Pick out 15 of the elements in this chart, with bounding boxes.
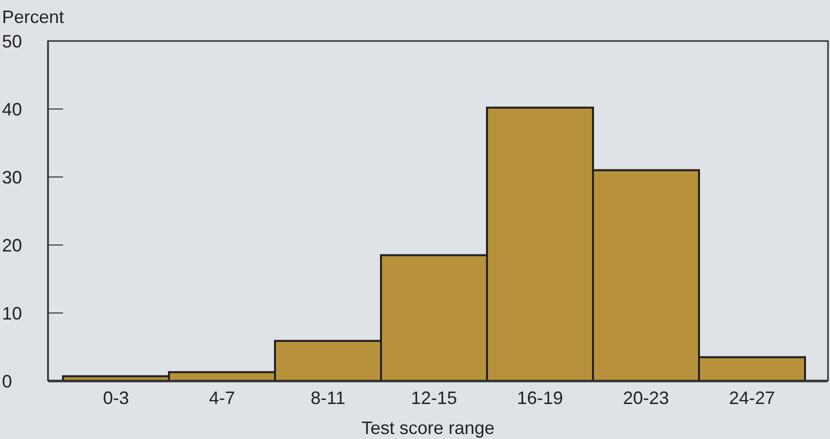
y-tick-label: 40: [2, 99, 22, 120]
x-tick-label: 12-15: [410, 388, 458, 408]
y-tick-label: 30: [2, 167, 22, 188]
x-tick-label: 8-11: [310, 388, 346, 408]
x-tick-label: 20-23: [622, 388, 670, 408]
x-axis-title: Test score range: [361, 418, 495, 438]
y-tick-label: 50: [2, 31, 22, 52]
x-tick-label: 16-19: [516, 388, 564, 408]
x-tick-label: 24-27: [728, 388, 776, 408]
y-axis-title: Percent: [2, 7, 64, 27]
x-tick-label: 0-3: [102, 388, 130, 408]
y-tick-label: 0: [2, 371, 12, 392]
y-tick-label: 20: [2, 235, 22, 256]
x-tick-label: 4-7: [208, 388, 236, 408]
y-tick-label: 10: [2, 303, 22, 324]
